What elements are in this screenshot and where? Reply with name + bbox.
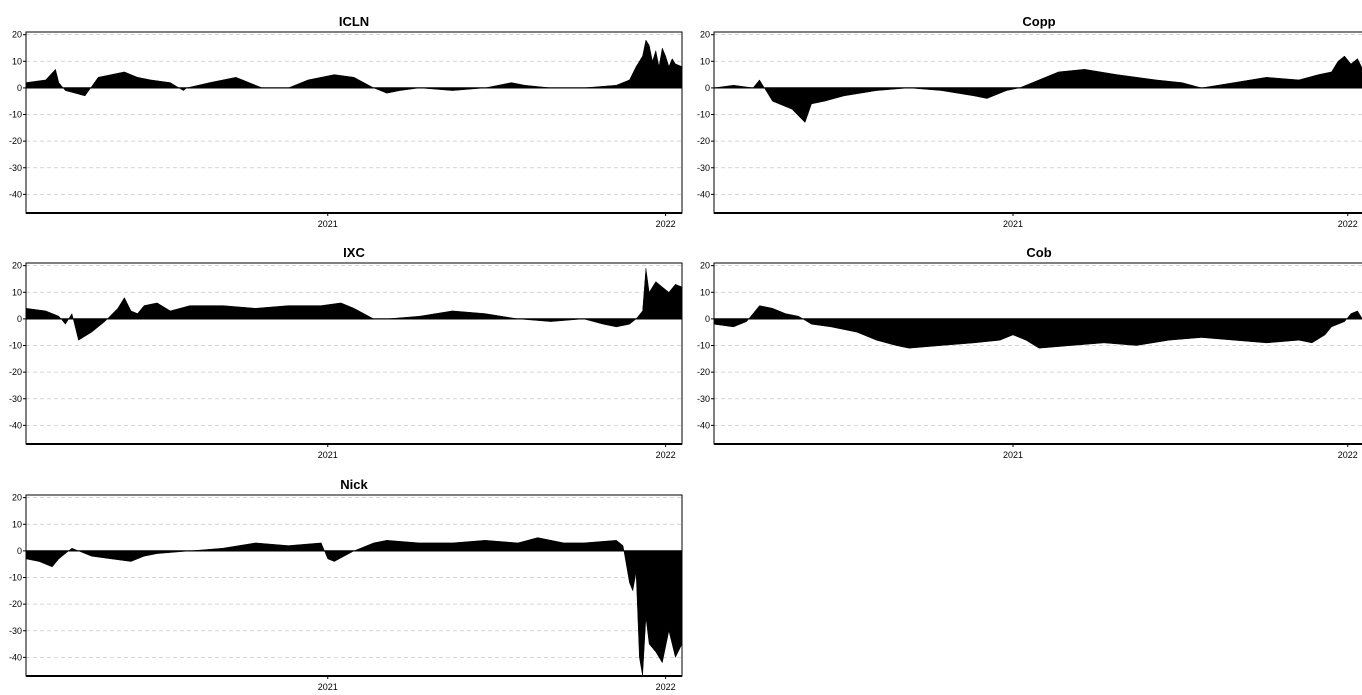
y-tick-label: 20 [12, 261, 22, 271]
series-area [25, 268, 683, 341]
y-tick-label: -40 [9, 189, 22, 199]
y-tick-label: 10 [12, 56, 22, 66]
series-area [25, 537, 683, 677]
y-tick-label: 10 [700, 287, 710, 297]
panel-ixc: 20 10 0 -10 -20 -30 -40 2021 2022 IXC [9, 245, 683, 460]
y-tick-label: 20 [12, 30, 22, 40]
x-tick-label: 2022 [656, 682, 676, 692]
series-area [25, 39, 683, 97]
x-tick-label: 2021 [1003, 450, 1023, 460]
plot-frame [25, 494, 683, 677]
y-tick-label: -30 [697, 394, 710, 404]
y-tick-label: 20 [700, 261, 710, 271]
panel-cob: 20 10 0 -10 -20 -30 -40 2021 2022 Cob [697, 245, 1362, 460]
y-tick-label: 10 [700, 56, 710, 66]
series-area [713, 55, 1362, 123]
panel-title: ICLN [339, 14, 369, 29]
y-tick-label: -10 [697, 341, 710, 351]
y-tick-label: -10 [9, 110, 22, 120]
y-tick-label: 20 [700, 30, 710, 40]
y-tick-label: 10 [12, 287, 22, 297]
x-tick-label: 2021 [1003, 219, 1023, 229]
y-tick-label: 0 [17, 546, 22, 556]
panel-nick: 20 10 0 -10 -20 -30 -40 2021 2022 Nick [9, 477, 683, 692]
plot-frame [713, 262, 1362, 445]
y-tick-label: -10 [697, 110, 710, 120]
x-tick-label: 2022 [1338, 219, 1358, 229]
y-tick-label: -40 [9, 652, 22, 662]
y-tick-label: -10 [9, 573, 22, 583]
y-tick-label: -40 [697, 420, 710, 430]
y-tick-label: -30 [9, 626, 22, 636]
y-tick-label: 20 [12, 493, 22, 503]
y-tick-label: 10 [12, 519, 22, 529]
x-tick-label: 2021 [318, 682, 338, 692]
y-tick-label: -20 [9, 599, 22, 609]
y-tick-label: -40 [9, 420, 22, 430]
y-tick-label: -30 [697, 163, 710, 173]
y-tick-label: 0 [705, 83, 710, 93]
x-tick-label: 2021 [318, 219, 338, 229]
y-tick-label: -30 [9, 394, 22, 404]
y-tick-label: -20 [9, 136, 22, 146]
plot-frame [713, 31, 1362, 214]
panel-title: Nick [340, 477, 368, 492]
x-tick-label: 2021 [318, 450, 338, 460]
panel-title: Copp [1022, 14, 1055, 29]
y-tick-label: -10 [9, 341, 22, 351]
x-tick-label: 2022 [656, 219, 676, 229]
panel-icln: 20 10 0 -10 -20 -30 -40 2021 2022 ICLN [9, 14, 683, 229]
y-tick-label: -20 [9, 367, 22, 377]
y-tick-label: 0 [17, 83, 22, 93]
plot-frame [25, 31, 683, 214]
x-tick-label: 2022 [656, 450, 676, 460]
y-tick-label: 0 [17, 314, 22, 324]
y-tick-label: -20 [697, 367, 710, 377]
panel-copp: 20 10 0 -10 -20 -30 -40 2021 2022 Copp [697, 14, 1362, 229]
series-area [713, 305, 1362, 349]
y-tick-label: 0 [705, 314, 710, 324]
x-tick-label: 2022 [1338, 450, 1358, 460]
plot-frame [25, 262, 683, 445]
panel-title: IXC [343, 245, 365, 260]
y-tick-label: -40 [697, 189, 710, 199]
panel-title: Cob [1026, 245, 1051, 260]
y-tick-label: -20 [697, 136, 710, 146]
y-tick-label: -30 [9, 163, 22, 173]
